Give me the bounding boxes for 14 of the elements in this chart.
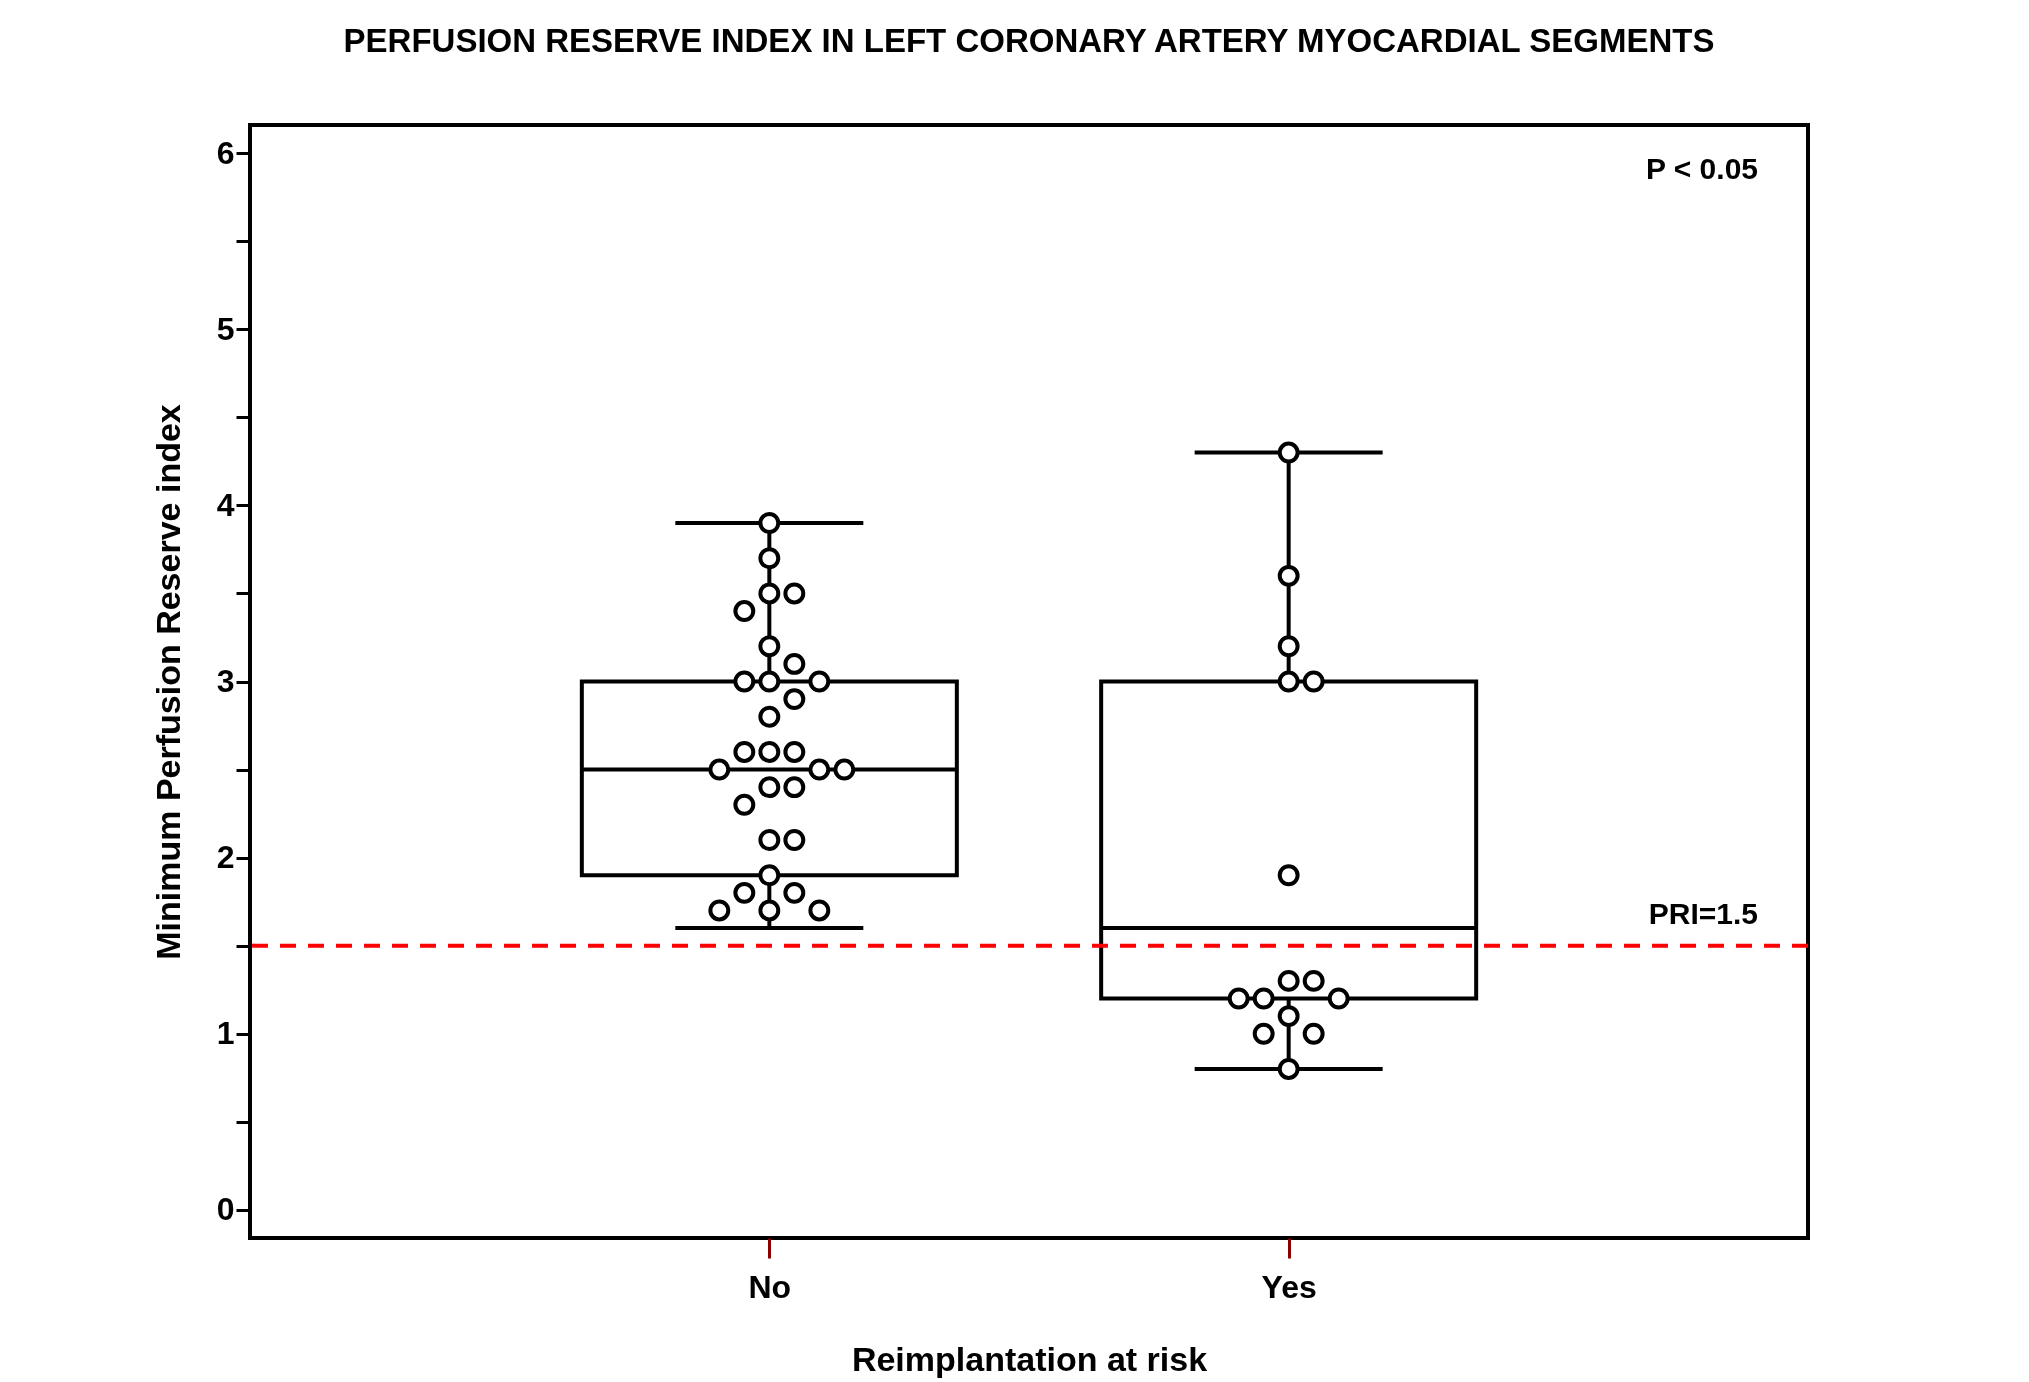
y-tick-label: 5 — [216, 310, 235, 347]
annotation: P < 0.05 — [1645, 152, 1758, 185]
y-axis-title: Minimum Perfusion Reserve index — [148, 404, 187, 960]
x-axis-title: Reimplantation at risk — [851, 1339, 1208, 1378]
y-tick-label: 0 — [216, 1191, 235, 1228]
y-tick-label: 3 — [216, 663, 235, 699]
y-tick-label: 4 — [216, 486, 235, 523]
chart-title: PERFUSION RESERVE INDEX IN LEFT CORONARY ARTERY MYOCARDIAL SEGMENTS — [343, 22, 1715, 59]
x-tick-label: Yes — [1261, 1268, 1317, 1305]
y-tick-label: 2 — [216, 839, 235, 876]
x-tick-label: No — [748, 1268, 792, 1305]
y-tick-label: 6 — [216, 134, 235, 171]
ref-line-label: PRI=1.5 — [1648, 896, 1758, 930]
y-tick-label: 1 — [216, 1015, 235, 1052]
